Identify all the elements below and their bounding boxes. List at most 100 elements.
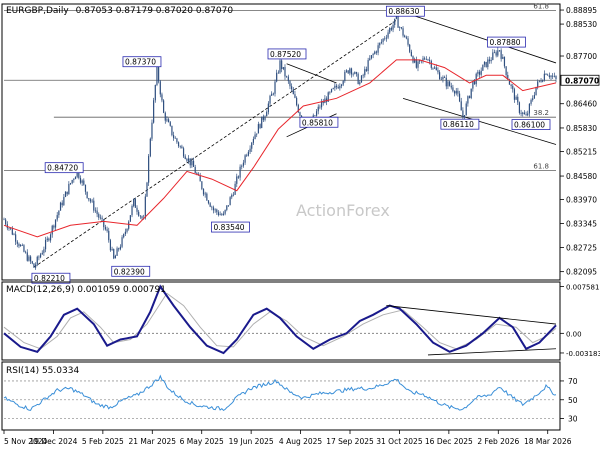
candle-body — [26, 252, 28, 261]
candle-body — [264, 116, 266, 120]
x-tick-label: 17 Sep 2025 — [326, 437, 374, 446]
candle-body — [58, 210, 60, 216]
candle-body — [530, 99, 532, 104]
candle-body — [221, 214, 223, 216]
candle-body — [252, 139, 254, 143]
candle-body — [548, 75, 550, 78]
macd-panel-frame — [1, 281, 561, 361]
candle-body — [103, 219, 105, 228]
candle-body — [99, 217, 102, 219]
candle-body — [254, 134, 256, 140]
candle-body — [444, 77, 446, 78]
candle-body — [553, 75, 555, 77]
candle-body — [108, 230, 110, 241]
candle-body — [212, 207, 215, 211]
candle-body — [286, 76, 288, 78]
price-tick-label: 0.83970 — [566, 196, 597, 205]
chart-ohlc: 0.87053 0.87179 0.87020 0.87070 — [76, 6, 234, 16]
candle-body — [284, 67, 286, 77]
candle-body — [169, 122, 171, 126]
candle-body — [369, 58, 371, 61]
candle-body — [176, 138, 178, 143]
candle-body — [414, 59, 416, 63]
candle-body — [43, 249, 45, 253]
candle-body — [246, 155, 248, 156]
candle-body — [33, 263, 35, 268]
candle-body — [497, 50, 499, 56]
candle-body — [38, 256, 40, 258]
candle-body — [44, 240, 47, 250]
candle-body — [139, 215, 141, 217]
swing-label-box — [44, 162, 84, 174]
candle-body — [330, 89, 333, 93]
rsi-panel: 70 50 30 RSI(14) 55.0334 — [1, 361, 578, 431]
x-tick-label: 21 Mar 2025 — [129, 437, 177, 446]
candle-body — [149, 138, 151, 157]
candle-body — [377, 45, 379, 53]
candle-body — [202, 188, 205, 195]
candle-body — [487, 59, 489, 68]
x-tick-label: 16 Dec 2025 — [425, 437, 473, 446]
candle-body — [380, 41, 383, 43]
macd-panel: 0.007581 0.00 -0.003183 MACD(12,26,9) 0.00… — [1, 281, 600, 361]
candle-body — [128, 221, 130, 229]
candle-body — [158, 64, 160, 82]
price-panel-frame — [1, 3, 561, 281]
candle-body — [317, 106, 319, 112]
swing-label-low-3: 0.83540 — [211, 221, 250, 233]
candle-body — [500, 50, 502, 59]
candle-body — [339, 86, 341, 89]
candle-body — [375, 51, 378, 53]
candle-body — [344, 71, 346, 82]
candle-body — [448, 81, 451, 86]
candle-body — [404, 35, 406, 38]
candle-body — [217, 212, 220, 216]
candle-body — [510, 84, 512, 86]
candle-body — [39, 254, 42, 258]
candle-body — [222, 213, 225, 216]
candle-body — [131, 205, 133, 216]
swing-label-low-1: 0.82210 — [31, 272, 71, 284]
candle-body — [465, 103, 467, 116]
swing-label-box — [385, 5, 425, 17]
candle-body — [379, 42, 381, 46]
candle-body — [48, 238, 50, 241]
candle-body — [334, 85, 336, 89]
candle-body — [76, 169, 78, 177]
candle-body — [16, 241, 18, 244]
candle-body — [21, 244, 23, 246]
candle-body — [8, 227, 10, 229]
price-tick-label: 0.88895 — [566, 6, 597, 15]
swing-label-high-2: 0.87370 — [122, 56, 162, 68]
candle-body — [93, 200, 95, 211]
candle-body — [432, 67, 434, 69]
swing-label-high-5: 0.87880 — [487, 36, 526, 48]
candle-body — [362, 75, 364, 76]
candle-body — [66, 191, 68, 195]
swing-label-high-4: 0.88630 — [385, 5, 425, 17]
candle-body — [542, 80, 544, 82]
candle-body — [442, 77, 444, 80]
fib-level-label: 38.2 — [533, 109, 549, 117]
candle-body — [503, 56, 506, 67]
swing-label-text: 0.88630 — [388, 7, 419, 16]
candle-body — [206, 193, 208, 201]
swing-label-low-2: 0.82390 — [111, 265, 151, 277]
candle-body — [104, 227, 107, 230]
candle-body — [227, 205, 230, 206]
candle-body — [410, 51, 412, 57]
candle-body — [36, 256, 38, 265]
candle-body — [550, 75, 552, 78]
candle-body — [488, 59, 491, 62]
swing-label-text: 0.87370 — [125, 58, 156, 67]
candle-body — [512, 85, 514, 90]
rsi-title: RSI(14) 55.0334 — [6, 366, 79, 376]
candle-body — [533, 95, 535, 99]
candle-body — [192, 160, 195, 167]
candle-body — [415, 59, 417, 68]
candle-body — [462, 110, 464, 118]
candle-body — [69, 183, 72, 185]
swing-label-box — [267, 48, 307, 60]
swing-label-box — [211, 221, 250, 233]
candle-body — [508, 79, 511, 85]
